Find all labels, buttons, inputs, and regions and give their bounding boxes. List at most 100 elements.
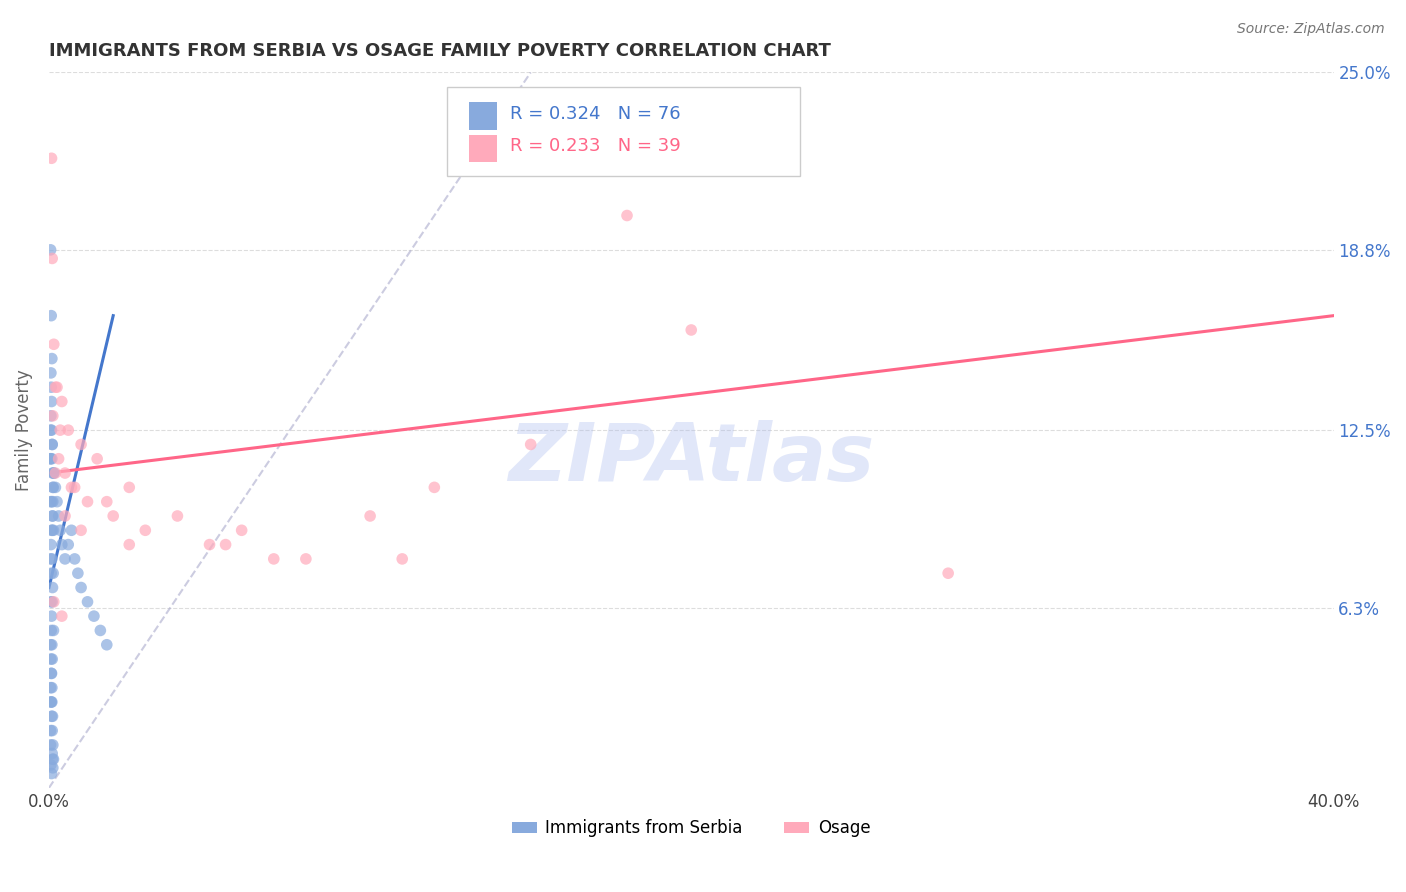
Point (86, 451, 108, 466)
Point (39, 624, 62, 638)
Point (53, 508, 76, 523)
Point (41, 423, 63, 437)
Point (41, 652, 63, 666)
Point (263, 552, 285, 566)
Point (214, 538, 236, 552)
Point (39, 380, 62, 394)
Point (41, 681, 63, 695)
Point (44, 480, 66, 494)
Legend: Immigrants from Serbia, Osage: Immigrants from Serbia, Osage (505, 813, 877, 844)
Point (39, 666, 62, 681)
Point (41, 581, 63, 595)
Point (70, 523, 93, 537)
Point (39, 695, 62, 709)
Point (42, 624, 65, 638)
Point (60, 523, 83, 537)
Point (46, 380, 69, 394)
Point (39, 738, 62, 752)
Point (103, 508, 125, 523)
Bar (470, 135, 498, 161)
Point (519, 437, 541, 451)
Point (39, 723, 62, 738)
Point (42, 566, 65, 581)
Text: R = 0.233   N = 39: R = 0.233 N = 39 (510, 136, 681, 155)
Point (48, 451, 70, 466)
Bar (470, 103, 498, 129)
Point (39, 423, 62, 437)
Point (41, 437, 63, 451)
Point (41, 766, 63, 780)
Point (42, 752, 65, 766)
Point (58, 423, 80, 437)
Point (42, 738, 65, 752)
Point (42, 480, 65, 494)
Point (39, 695, 62, 709)
Text: R = 0.324   N = 76: R = 0.324 N = 76 (510, 104, 681, 122)
Point (359, 508, 381, 523)
Point (118, 480, 141, 494)
Point (41, 723, 63, 738)
Point (42, 508, 65, 523)
Point (53, 552, 76, 566)
Point (41, 151, 63, 165)
Point (41, 709, 63, 723)
Text: Source: ZipAtlas.com: Source: ZipAtlas.com (1237, 22, 1385, 37)
Point (42, 337, 65, 351)
Point (41, 747, 63, 761)
Point (39, 494, 62, 508)
Point (41, 638, 63, 652)
Point (96, 494, 118, 508)
Point (41, 437, 63, 451)
Point (60, 480, 83, 494)
Point (41, 394, 63, 409)
Point (41, 523, 63, 537)
Point (44, 380, 66, 394)
Point (46, 494, 69, 508)
Point (39, 758, 62, 772)
Point (42, 761, 65, 775)
Point (41, 695, 63, 709)
Point (42, 494, 65, 508)
Point (41, 466, 63, 480)
Point (39, 243, 62, 257)
Point (89, 624, 111, 638)
Point (295, 552, 318, 566)
Point (70, 437, 93, 451)
Point (118, 538, 141, 552)
Point (66, 566, 89, 581)
Point (39, 538, 62, 552)
Point (83, 609, 105, 624)
Point (41, 552, 63, 566)
Point (63, 480, 86, 494)
Point (44, 466, 66, 480)
Point (70, 581, 93, 595)
Point (76, 494, 98, 508)
Point (41, 595, 63, 609)
Point (41, 494, 63, 508)
Point (48, 508, 70, 523)
Point (41, 666, 63, 681)
Point (51, 394, 73, 409)
Y-axis label: Family Poverty: Family Poverty (15, 369, 32, 491)
Point (41, 523, 63, 537)
Point (231, 523, 253, 537)
Point (41, 351, 63, 366)
Point (391, 552, 413, 566)
Point (423, 480, 446, 494)
Point (41, 609, 63, 624)
Point (198, 538, 221, 552)
Point (39, 451, 62, 466)
Point (39, 409, 62, 423)
Point (39, 309, 62, 323)
Point (63, 552, 86, 566)
Point (39, 566, 62, 581)
Point (42, 409, 65, 423)
Point (616, 209, 638, 223)
Point (166, 508, 188, 523)
Point (41, 508, 63, 523)
Point (39, 638, 62, 652)
Point (42, 595, 65, 609)
Point (39, 595, 62, 609)
Point (42, 466, 65, 480)
Point (51, 538, 73, 552)
